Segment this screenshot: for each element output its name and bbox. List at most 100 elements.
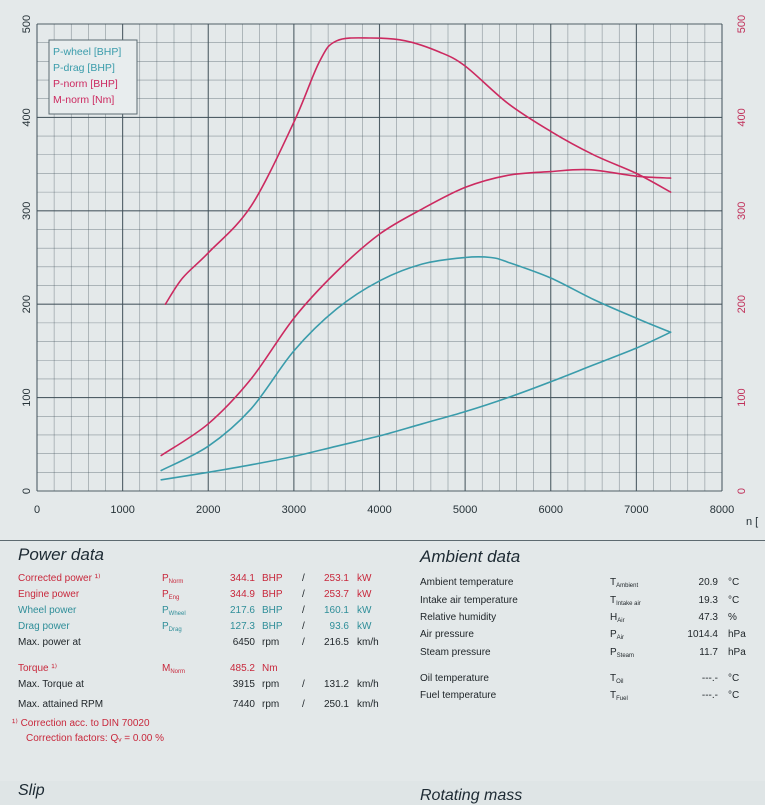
power-row-separator: /: [302, 573, 305, 584]
x-tick-label: 8000: [710, 504, 734, 516]
power-data-row: Max. power at 6450 rpm / 216.5 km/h: [0, 637, 400, 654]
power-data-row: Wheel power PWheel 217.6 BHP / 160.1 kW: [0, 605, 400, 622]
power-row-value-2: 253.1: [323, 573, 349, 584]
ambient-data-row: Fuel temperature TFuel ---.- °C: [400, 690, 765, 707]
slip-title: Slip: [18, 782, 45, 799]
power-row-value-2: 131.2: [323, 679, 349, 690]
power-row-unit: BHP: [262, 621, 283, 632]
series-line-p-wheel: [160, 255, 672, 472]
power-row-symbol: PNorm: [162, 573, 184, 585]
power-row-separator: /: [302, 605, 305, 616]
power-row-value-2: 216.5: [323, 637, 349, 648]
power-row-label: Drag power: [18, 621, 70, 632]
power-row-unit: rpm: [262, 637, 280, 648]
power-row-unit-2: kW: [357, 589, 372, 600]
ambient-row-unit: hPa: [728, 647, 746, 658]
power-data-row: Max. attained RPM 7440 rpm / 250.1 km/h: [0, 699, 400, 716]
power-row-separator: /: [302, 589, 305, 600]
ambient-data-row: Ambient temperature TAmbient 20.9 °C: [400, 577, 765, 594]
ambient-row-unit: °C: [728, 690, 740, 701]
ambient-row-value: 11.7: [699, 647, 718, 658]
y-right-tick-label: 500: [736, 15, 748, 33]
ambient-row-label: Intake air temperature: [420, 595, 518, 606]
ambient-row-label: Fuel temperature: [420, 690, 497, 701]
power-row-unit-2: kW: [357, 621, 372, 632]
correction-footnote: ¹⁾ Correction acc. to DIN 70020: [12, 718, 150, 729]
ambient-row-unit: °C: [728, 673, 740, 684]
y-right-tick-label: 0: [736, 488, 748, 494]
power-row-value: 6450: [232, 637, 255, 648]
power-row-value: 7440: [232, 699, 255, 710]
power-row-symbol: MNorm: [162, 663, 186, 675]
power-row-symbol: PEng: [162, 589, 180, 601]
ambient-row-symbol: TIntake air: [610, 595, 641, 607]
ambient-row-value: ---.-: [701, 673, 718, 684]
power-row-unit-2: km/h: [357, 679, 379, 690]
legend-entry: P-norm [BHP]: [53, 78, 118, 90]
ambient-data-row: Intake air temperature TIntake air 19.3 °C: [400, 595, 765, 612]
ambient-data-panel: Ambient data Ambient temperature TAmbient…: [400, 540, 765, 782]
ambient-row-symbol: TOil: [610, 673, 624, 685]
ambient-row-label: Oil temperature: [420, 673, 489, 684]
power-data-row: Max. Torque at 3915 rpm / 131.2 km/h: [0, 679, 400, 696]
power-row-unit: rpm: [262, 699, 280, 710]
power-row-symbol: PDrag: [162, 621, 182, 633]
ambient-data-row: Oil temperature TOil ---.- °C: [400, 673, 765, 690]
ambient-row-value: 19.3: [698, 595, 718, 606]
power-data-row: Drag power PDrag 127.3 BHP / 93.6 kW: [0, 621, 400, 638]
power-row-value: 3915: [232, 679, 255, 690]
ambient-row-symbol: TAmbient: [610, 577, 639, 589]
power-data-panel: Power data Corrected power ¹⁾ PNorm 344.1 B…: [0, 540, 401, 782]
power-row-label: Corrected power ¹⁾: [18, 573, 101, 584]
slip-section: Slip: [0, 781, 401, 800]
x-tick-label: 3000: [282, 504, 306, 516]
x-tick-label: 2000: [196, 504, 220, 516]
ambient-data-row: Steam pressure PSteam 11.7 hPa: [400, 647, 765, 664]
power-row-value: 485.2: [229, 663, 255, 674]
y-left-tick-label: 0: [21, 488, 33, 494]
power-row-unit: BHP: [262, 589, 283, 600]
ambient-row-unit: °C: [728, 595, 740, 606]
power-row-unit-2: km/h: [357, 699, 379, 710]
ambient-row-value: 47.3: [698, 612, 718, 623]
power-row-value-2: 160.1: [323, 605, 349, 616]
power-row-label: Torque ¹⁾: [18, 663, 58, 674]
y-right-tick-label: 100: [736, 388, 748, 406]
power-row-unit: Nm: [262, 663, 278, 674]
power-row-label: Max. Torque at: [18, 679, 84, 690]
series-line-p-drag: [160, 331, 672, 481]
power-row-value: 344.1: [229, 573, 255, 584]
y-left-tick-label: 400: [21, 108, 33, 126]
ambient-row-value: 1014.4: [687, 629, 718, 640]
power-row-label: Max. power at: [18, 637, 81, 648]
ambient-row-symbol: HAir: [610, 612, 625, 624]
x-tick-label: 7000: [624, 504, 648, 516]
legend-entry: M-norm [Nm]: [53, 94, 114, 106]
y-right-tick-label: 200: [736, 295, 748, 313]
power-row-label: Max. attained RPM: [18, 699, 104, 710]
power-row-value: 127.3: [229, 621, 255, 632]
power-row-separator: /: [302, 699, 305, 710]
x-tick-label: 5000: [453, 504, 477, 516]
power-data-row: Torque ¹⁾ MNorm 485.2 Nm: [0, 663, 400, 680]
y-left-tick-label: 100: [21, 388, 33, 406]
power-row-unit: BHP: [262, 605, 283, 616]
rotating-mass-section: Rotating mass: [400, 781, 765, 804]
rotating-mass-title: Rotating mass: [420, 787, 523, 804]
power-row-unit: BHP: [262, 573, 283, 584]
ambient-data-row: Air pressure PAir 1014.4 hPa: [400, 629, 765, 646]
ambient-row-unit: %: [728, 612, 737, 623]
power-row-label: Wheel power: [18, 605, 77, 616]
power-data-title: Power data: [18, 545, 104, 564]
x-tick-label: 4000: [367, 504, 391, 516]
correction-factors: Correction factors: Qᵥ = 0.00 %: [26, 733, 164, 744]
power-row-separator: /: [302, 637, 305, 648]
ambient-row-label: Ambient temperature: [420, 577, 514, 588]
y-left-tick-label: 300: [21, 202, 33, 220]
series-line-p-norm: [160, 168, 672, 457]
legend: P-wheel [BHP] P-drag [BHP] P-norm [BHP] M-n…: [48, 39, 138, 115]
y-right-tick-label: 400: [736, 108, 748, 126]
series-line-m-norm: [164, 37, 672, 305]
ambient-row-unit: hPa: [728, 629, 746, 640]
